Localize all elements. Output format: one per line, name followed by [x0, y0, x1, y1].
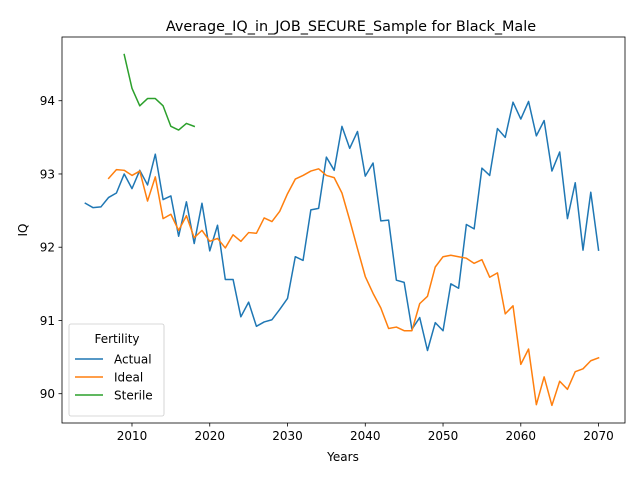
legend-label-sterile: Sterile	[114, 389, 153, 403]
x-tick-label: 2020	[194, 429, 225, 443]
legend-label-ideal: Ideal	[114, 371, 143, 385]
series-line-sterile	[123, 53, 196, 131]
y-axis: 90 91 92 93 94	[40, 94, 62, 401]
y-tick-label: 90	[40, 387, 55, 401]
x-tick-label: 2010	[117, 429, 148, 443]
x-tick-label: 2070	[583, 429, 614, 443]
axes-frame	[61, 36, 626, 424]
legend: Fertility Actual Ideal Sterile	[68, 323, 165, 417]
y-tick-label: 92	[40, 241, 55, 255]
x-tick-label: 2040	[350, 429, 381, 443]
series-line-actual	[84, 100, 600, 352]
x-axis-label: Years	[326, 450, 359, 464]
x-tick-label: 2050	[428, 429, 459, 443]
y-tick-label: 93	[40, 167, 55, 181]
legend-box	[68, 323, 165, 417]
y-tick-label: 91	[40, 314, 55, 328]
x-tick-label: 2030	[272, 429, 303, 443]
legend-title: Fertility	[94, 332, 139, 346]
x-axis: 2010 2020 2030 2040 2050 2060 2070	[117, 423, 614, 443]
y-tick-label: 94	[40, 94, 55, 108]
series-line-ideal	[107, 168, 600, 407]
y-axis-label: IQ	[16, 224, 30, 237]
chart-title: Average_IQ_in_JOB_SECURE_Sample for Blac…	[166, 19, 536, 35]
x-tick-label: 2060	[506, 429, 537, 443]
legend-label-actual: Actual	[114, 353, 152, 367]
plot-area	[84, 53, 600, 407]
